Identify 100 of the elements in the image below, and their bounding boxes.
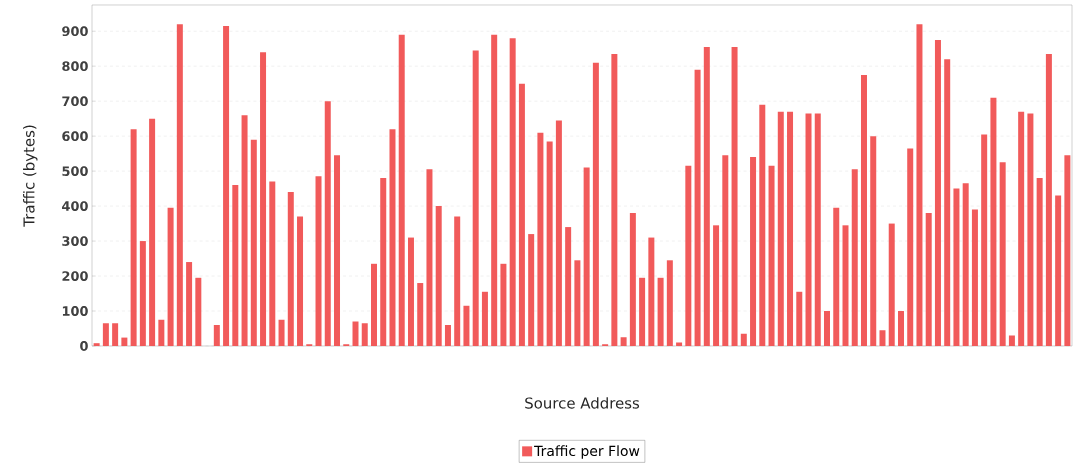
bar — [260, 52, 267, 346]
bar — [925, 213, 932, 346]
bar — [981, 134, 988, 346]
bar — [1008, 335, 1015, 346]
bar — [454, 216, 461, 346]
bar — [629, 213, 636, 346]
bar — [907, 148, 914, 346]
bar — [491, 34, 498, 346]
bar — [1064, 155, 1071, 346]
bar — [962, 183, 969, 346]
bar — [417, 283, 424, 346]
bar — [370, 263, 377, 346]
bar — [509, 38, 516, 346]
bar — [722, 155, 729, 346]
bar — [860, 74, 867, 346]
legend-label: Traffic per Flow — [534, 445, 640, 459]
bar — [93, 343, 100, 346]
bar — [361, 323, 368, 346]
bar — [990, 97, 997, 346]
bar — [565, 227, 572, 346]
y-tick-label: 500 — [62, 166, 88, 177]
bar — [176, 24, 183, 346]
bar — [648, 237, 655, 346]
bar — [149, 118, 156, 346]
bar — [324, 101, 331, 346]
bar — [528, 234, 535, 346]
bar — [444, 325, 451, 346]
bar — [167, 207, 174, 346]
bar — [1055, 195, 1062, 346]
bar — [472, 50, 479, 346]
bar — [833, 207, 840, 346]
bar — [768, 165, 775, 346]
bar — [944, 59, 951, 346]
bar — [1036, 178, 1043, 346]
bar — [713, 225, 720, 346]
y-tick-label: 400 — [62, 201, 88, 211]
bar — [407, 237, 414, 346]
bar — [1018, 111, 1025, 346]
bar — [102, 323, 109, 346]
bar — [685, 165, 692, 346]
bar — [223, 25, 230, 346]
y-tick-label: 900 — [62, 26, 88, 37]
bar — [666, 260, 673, 346]
bar — [879, 330, 886, 346]
bar — [740, 333, 747, 346]
bar — [269, 181, 276, 346]
bar — [592, 62, 599, 346]
bar — [398, 34, 405, 346]
y-axis-title: Traffic (bytes) — [23, 125, 38, 227]
bar — [888, 223, 895, 346]
bar — [583, 167, 590, 346]
bar — [1027, 113, 1034, 346]
bar — [1045, 53, 1052, 346]
bar — [121, 337, 128, 346]
bar — [186, 262, 193, 346]
bar — [537, 132, 544, 346]
bar — [639, 277, 646, 346]
bar — [842, 225, 849, 346]
bar — [315, 176, 322, 346]
bar — [916, 24, 923, 346]
bar — [971, 209, 978, 346]
bar — [158, 319, 165, 346]
bar — [297, 216, 304, 346]
bar — [851, 169, 858, 346]
y-tick-label: 600 — [62, 131, 88, 142]
bar — [380, 178, 387, 346]
x-axis-title: Source Address — [525, 397, 640, 409]
bar — [426, 169, 433, 346]
bar — [250, 139, 257, 346]
y-tick-label: 200 — [62, 271, 88, 281]
bar — [934, 39, 941, 346]
bar — [897, 311, 904, 346]
bar — [657, 277, 664, 346]
bar — [759, 104, 766, 346]
bar — [555, 120, 562, 346]
bar — [500, 263, 507, 346]
bar — [824, 311, 831, 346]
bar — [112, 323, 119, 346]
bar — [481, 291, 488, 346]
y-tick-label: 800 — [62, 61, 88, 72]
bar — [287, 192, 294, 346]
bar — [130, 129, 137, 346]
y-tick-label: 300 — [62, 236, 88, 246]
bar — [870, 136, 877, 346]
bar — [546, 141, 553, 346]
bar — [278, 319, 285, 346]
bar — [787, 111, 794, 346]
bar — [814, 113, 821, 346]
bar — [676, 342, 683, 346]
bar — [334, 155, 341, 346]
bar — [213, 325, 220, 346]
bar — [953, 188, 960, 346]
bar — [703, 46, 710, 346]
bar — [241, 115, 248, 346]
bar — [435, 206, 442, 346]
bar — [574, 260, 581, 346]
bar — [611, 53, 618, 346]
bar — [463, 305, 470, 346]
bar — [389, 129, 396, 346]
bar — [796, 291, 803, 346]
